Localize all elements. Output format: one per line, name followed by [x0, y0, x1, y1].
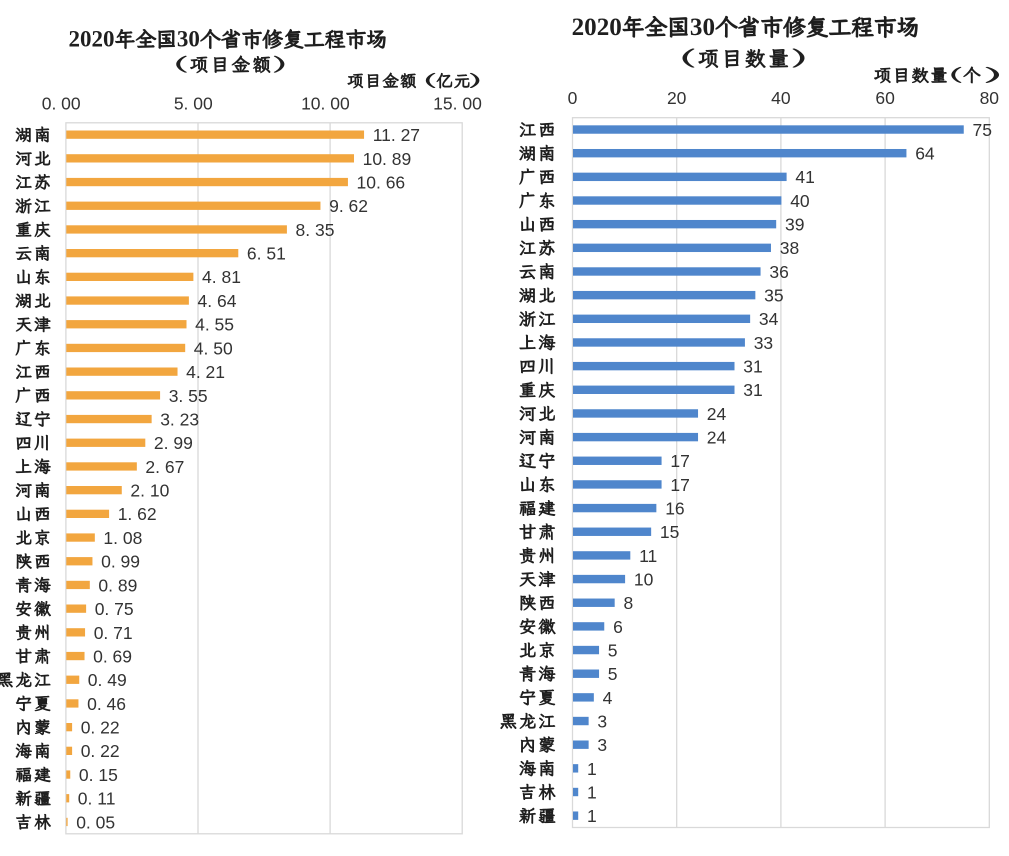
svg-text:2. 99: 2. 99: [154, 433, 193, 453]
svg-text:8: 8: [624, 593, 634, 613]
svg-text:15. 00: 15. 00: [433, 93, 482, 113]
svg-text:20: 20: [667, 88, 687, 108]
svg-text:33: 33: [754, 333, 773, 353]
svg-text:30: 30: [690, 14, 715, 41]
svg-text:0. 22: 0. 22: [81, 718, 120, 738]
svg-text:4. 50: 4. 50: [194, 338, 233, 358]
svg-text:17: 17: [670, 475, 689, 495]
svg-text:1: 1: [587, 782, 597, 802]
svg-text:1. 08: 1. 08: [103, 528, 142, 548]
svg-text:64: 64: [915, 144, 935, 164]
svg-text:40: 40: [771, 88, 791, 108]
svg-text:0. 75: 0. 75: [95, 599, 134, 619]
svg-text:38: 38: [780, 238, 799, 258]
svg-text:0. 22: 0. 22: [81, 741, 120, 761]
svg-text:30: 30: [177, 27, 200, 52]
svg-text:4: 4: [603, 688, 613, 708]
svg-text:60: 60: [875, 88, 895, 108]
svg-text:35: 35: [764, 286, 783, 306]
svg-text:24: 24: [707, 404, 727, 424]
svg-text:1: 1: [587, 759, 597, 779]
svg-text:10. 89: 10. 89: [363, 149, 412, 169]
svg-text:80: 80: [980, 88, 1000, 108]
svg-text:10. 00: 10. 00: [301, 93, 350, 113]
svg-text:9. 62: 9. 62: [329, 196, 368, 216]
svg-text:3: 3: [597, 711, 607, 731]
svg-text:3. 23: 3. 23: [160, 409, 199, 429]
svg-text:41: 41: [795, 167, 814, 187]
svg-text:2. 67: 2. 67: [145, 457, 184, 477]
svg-text:11. 27: 11. 27: [373, 125, 420, 145]
svg-text:3: 3: [597, 735, 607, 755]
svg-text:0. 49: 0. 49: [88, 670, 127, 690]
svg-text:1: 1: [587, 806, 597, 826]
svg-text:6. 51: 6. 51: [247, 244, 286, 264]
svg-text:0. 00: 0. 00: [42, 93, 81, 113]
svg-text:2. 10: 2. 10: [130, 481, 169, 501]
svg-text:0. 71: 0. 71: [94, 623, 133, 643]
svg-text:10: 10: [634, 570, 654, 590]
svg-text:4. 55: 4. 55: [195, 315, 234, 335]
svg-text:17: 17: [670, 451, 689, 471]
svg-text:0. 89: 0. 89: [98, 575, 137, 595]
svg-text:1. 62: 1. 62: [118, 504, 157, 524]
svg-text:5. 00: 5. 00: [174, 93, 213, 113]
svg-text:8. 35: 8. 35: [296, 220, 335, 240]
svg-text:24: 24: [707, 428, 727, 448]
svg-text:3. 55: 3. 55: [169, 386, 208, 406]
svg-text:36: 36: [769, 262, 788, 282]
svg-text:16: 16: [665, 499, 684, 519]
svg-text:5: 5: [608, 641, 618, 661]
svg-text:0. 69: 0. 69: [93, 646, 132, 666]
svg-text:39: 39: [785, 215, 804, 235]
svg-text:0. 15: 0. 15: [79, 765, 118, 785]
svg-text:11: 11: [639, 546, 657, 566]
svg-text:31: 31: [743, 380, 762, 400]
svg-text:6: 6: [613, 617, 623, 637]
svg-text:2020: 2020: [69, 27, 115, 52]
svg-text:40: 40: [790, 191, 810, 211]
svg-text:2020: 2020: [572, 14, 622, 41]
svg-text:0. 46: 0. 46: [87, 694, 126, 714]
svg-text:31: 31: [743, 357, 762, 377]
svg-text:4. 81: 4. 81: [202, 267, 241, 287]
svg-text:0. 05: 0. 05: [76, 812, 115, 832]
svg-text:34: 34: [759, 309, 779, 329]
svg-text:15: 15: [660, 522, 679, 542]
svg-text:5: 5: [608, 664, 618, 684]
svg-text:10. 66: 10. 66: [357, 173, 406, 193]
svg-text:4. 21: 4. 21: [186, 362, 225, 382]
svg-text:0. 99: 0. 99: [101, 552, 140, 572]
svg-text:0: 0: [568, 88, 578, 108]
svg-text:4. 64: 4. 64: [198, 291, 237, 311]
svg-text:75: 75: [973, 120, 992, 140]
svg-text:0. 11: 0. 11: [78, 789, 116, 809]
